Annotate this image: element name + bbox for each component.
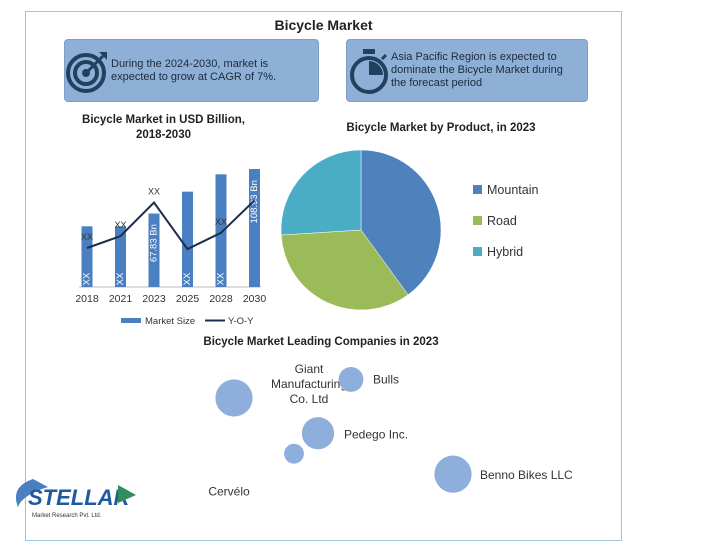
bar-2021 (115, 226, 126, 287)
bar-2018 (81, 226, 93, 287)
bubble-bulls (338, 367, 364, 392)
pie-slice-mountain (360, 149, 442, 296)
tick-label-2018: 2018 (75, 293, 99, 305)
pie-slice-road (280, 229, 409, 311)
companies-title: Bicycle Market Leading Companies in 2023 (203, 336, 439, 348)
infographic-frame: Bicycle Market During the 2024-2030, mar… (25, 11, 622, 541)
legend-label-market-size: Market Size (145, 316, 195, 327)
bubble-pedego-inc (301, 417, 335, 450)
bubble-label-giant-manufacturing-co-ltd-1: Manufacturing (271, 377, 347, 391)
yoy-data-label-2018: XX (81, 232, 93, 242)
bubble-label-giant-manufacturing-co-ltd-2: Co. Ltd (290, 392, 329, 406)
pie-legend: Mountain Road Hybrid (473, 174, 538, 267)
yoy-data-label-2023: XX (148, 187, 160, 197)
cagr-text: During the 2024-2030, market is expected… (111, 57, 277, 83)
bar-data-label-2021: XX (115, 272, 126, 285)
legend-item-road: Road (473, 205, 538, 236)
bar-data-label-2028: XX (216, 272, 227, 285)
region-text: Asia Pacific Region is expected to domin… (391, 51, 563, 89)
bar-2028 (215, 174, 227, 287)
bubble-label-benno-bikes-llc: Benno Bikes LLC (480, 468, 573, 482)
bubble-label-giant-manufacturing-co-ltd-0: Giant (295, 362, 324, 376)
yoy-data-label-2021: XX (114, 220, 126, 230)
tick-label-2028: 2028 (209, 293, 233, 305)
stellar-logo: STELLAR Market Research Pvt. Ltd. (8, 473, 158, 533)
yoy-line (86, 199, 256, 251)
tick-label-2021: 2021 (109, 293, 133, 305)
bubble-cerv-lo (284, 443, 304, 464)
legend-swatch-market-size (121, 318, 141, 323)
bar-data-label-2030: 108.93 Bn (249, 180, 260, 223)
page-title: Bicycle Market (274, 17, 373, 33)
bar-data-label-2025: XX (182, 272, 193, 285)
cagr-banner: During the 2024-2030, market is expected… (64, 39, 319, 102)
legend-swatch (473, 247, 482, 256)
bar-2030 (249, 168, 260, 287)
legend-swatch (473, 185, 482, 194)
bubble-label-pedego-inc: Pedego Inc. (344, 427, 408, 441)
pie-chart-title: Bicycle Market by Product, in 2023 (346, 122, 536, 134)
legend-item-hybrid: Hybrid (473, 236, 538, 267)
bar-chart-title: Bicycle Market in USD Billion, 2018-2030 (82, 114, 245, 141)
region-banner: Asia Pacific Region is expected to domin… (346, 39, 588, 102)
pie-chart (280, 149, 442, 311)
legend-label-yoy: Y-O-Y (228, 316, 254, 327)
bar-2023 (148, 213, 160, 287)
pie-slice-hybrid (280, 149, 362, 236)
bubble-giant-manufacturing-co-ltd (215, 379, 253, 417)
svg-text:STELLAR: STELLAR (28, 485, 130, 510)
legend-label: Hybrid (487, 244, 524, 259)
bubble-label-cerv-lo: Cervélo (208, 485, 250, 499)
bubble-benno-bikes-llc (434, 455, 472, 493)
bubble-label-bulls: Bulls (373, 372, 399, 386)
bar-data-label-2018: XX (82, 272, 93, 285)
stopwatch-icon (347, 39, 391, 102)
bar-line-chart: 2018 XX 2021 XX 2023 67.83 Bn 2025 XX 2028 XX 2030… (75, 168, 267, 327)
svg-text:Market Research Pvt. Ltd.: Market Research Pvt. Ltd. (32, 513, 102, 519)
legend-swatch (473, 216, 482, 225)
bar-data-label-2023: 67.83 Bn (149, 224, 160, 262)
yoy-data-label-2028: XX (215, 217, 227, 227)
legend-label: Road (487, 213, 517, 228)
tick-label-2030: 2030 (243, 293, 267, 305)
target-icon (65, 39, 111, 102)
legend-label: Mountain (487, 182, 539, 197)
tick-label-2025: 2025 (176, 293, 200, 305)
bar-2025 (182, 191, 193, 287)
tick-label-2023: 2023 (142, 293, 166, 305)
legend-item-mountain: Mountain (473, 174, 538, 205)
